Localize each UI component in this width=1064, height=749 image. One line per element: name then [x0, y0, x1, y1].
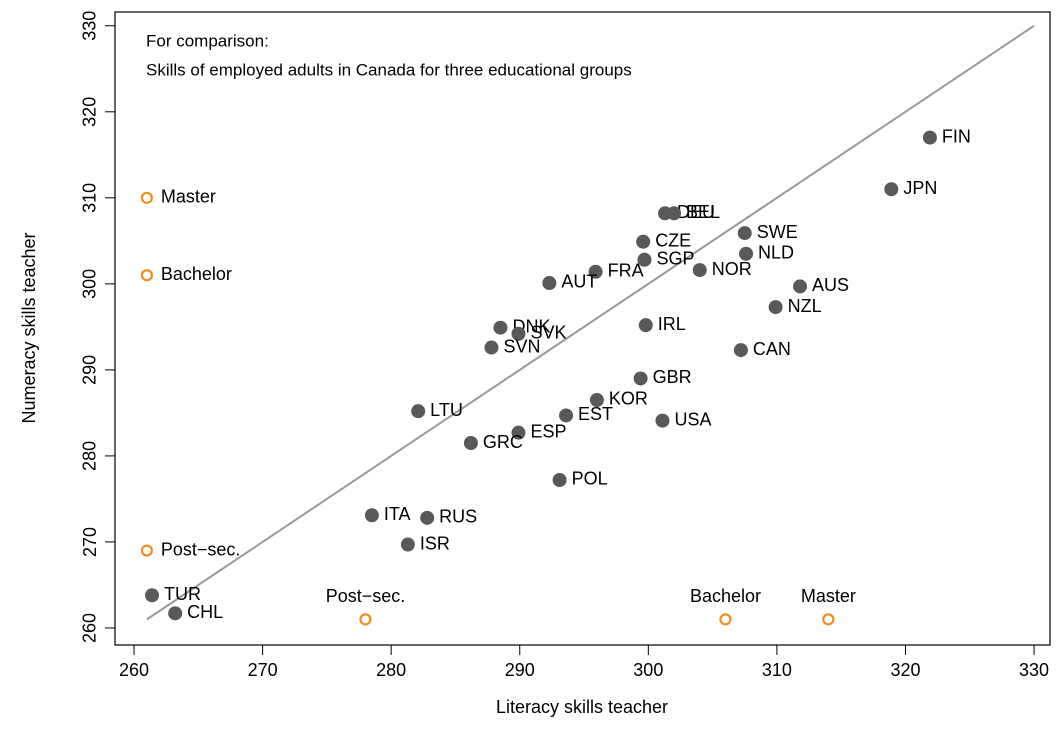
point-label: ISR [420, 533, 450, 553]
data-point [768, 300, 783, 315]
point-label: FIN [942, 126, 971, 146]
annotation: Skills of employed adults in Canada for … [146, 60, 632, 79]
y-tick-label: 280 [80, 441, 100, 471]
data-point [420, 510, 435, 525]
point-label: GRC [483, 432, 523, 452]
point-label: KOR [609, 389, 648, 409]
point-label: CZE [655, 230, 691, 250]
point-label: RUS [439, 507, 477, 527]
comparison-label: Master [161, 187, 216, 207]
comparison-label: Post−sec. [326, 586, 406, 606]
comparison-point [822, 613, 835, 626]
comparison-point [359, 613, 372, 626]
x-axis-title: Literacy skills teacher [496, 697, 668, 717]
data-point [542, 275, 557, 290]
point-label: CAN [753, 339, 791, 359]
plot-box [114, 11, 1051, 646]
data-point [655, 413, 670, 428]
x-tick-label: 330 [1019, 660, 1049, 680]
data-point [493, 320, 508, 335]
y-tick-label: 300 [80, 269, 100, 299]
y-tick-label: 260 [80, 613, 100, 643]
y-axis-title: Numeracy skills teacher [19, 232, 39, 423]
x-tick-label: 310 [762, 660, 792, 680]
data-point [884, 182, 899, 197]
point-label: NLD [758, 242, 794, 262]
data-point [511, 425, 526, 440]
point-label: AUT [561, 272, 597, 292]
point-label: NZL [788, 296, 822, 316]
point-label: DEU [677, 202, 715, 222]
point-label: EST [578, 404, 613, 424]
point-label: FRA [608, 261, 644, 281]
x-tick-label: 270 [248, 660, 278, 680]
data-point [511, 326, 526, 341]
y-tick-label: 330 [80, 11, 100, 41]
comparison-point [140, 191, 153, 204]
annotation: For comparison: [146, 31, 269, 50]
data-point [692, 263, 707, 278]
data-point [364, 508, 379, 523]
comparison-label: Bachelor [690, 586, 761, 606]
point-label: JPN [903, 178, 937, 198]
point-label: SVN [503, 336, 540, 356]
comparison-label: Master [801, 586, 856, 606]
comparison-point [140, 544, 153, 557]
data-point [733, 343, 748, 358]
point-label: NOR [712, 259, 752, 279]
point-label: LTU [430, 400, 463, 420]
data-point [922, 130, 937, 145]
point-label: SGP [656, 249, 694, 269]
point-label: AUS [812, 275, 849, 295]
point-label: USA [674, 409, 711, 429]
data-point [168, 606, 183, 621]
data-point [793, 279, 808, 294]
point-label: GBR [653, 367, 692, 387]
data-point [636, 234, 651, 249]
data-point [145, 588, 160, 603]
data-point [559, 408, 574, 423]
data-point [411, 404, 426, 419]
y-tick-label: 310 [80, 183, 100, 213]
point-label: BEL [686, 202, 720, 222]
point-label: IRL [658, 314, 686, 334]
point-label: SWE [757, 222, 798, 242]
data-point [667, 206, 682, 221]
x-tick-label: 260 [119, 660, 149, 680]
point-label: TUR [164, 584, 201, 604]
comparison-point [719, 613, 732, 626]
data-point [737, 226, 752, 241]
data-point [638, 318, 653, 333]
y-tick-label: 290 [80, 355, 100, 385]
reference-line [146, 24, 1035, 621]
point-label: POL [572, 469, 608, 489]
x-tick-label: 300 [633, 660, 663, 680]
comparison-label: Post−sec. [161, 539, 241, 559]
data-point [633, 371, 648, 386]
point-label: ITA [384, 504, 411, 524]
point-label: SVK [530, 322, 566, 342]
comparison-point [140, 269, 153, 282]
x-tick-label: 290 [505, 660, 535, 680]
point-label: ESP [530, 421, 566, 441]
data-point [552, 472, 567, 487]
point-label: CHL [187, 602, 223, 622]
y-tick-label: 270 [80, 527, 100, 557]
data-point [484, 340, 499, 355]
data-point [400, 537, 415, 552]
data-point [588, 264, 603, 279]
data-point [463, 436, 478, 451]
x-tick-label: 280 [376, 660, 406, 680]
data-point [739, 246, 754, 261]
x-tick-label: 320 [890, 660, 920, 680]
comparison-label: Bachelor [161, 264, 232, 284]
data-point [637, 252, 652, 267]
y-tick-label: 320 [80, 97, 100, 127]
data-point [589, 392, 604, 407]
